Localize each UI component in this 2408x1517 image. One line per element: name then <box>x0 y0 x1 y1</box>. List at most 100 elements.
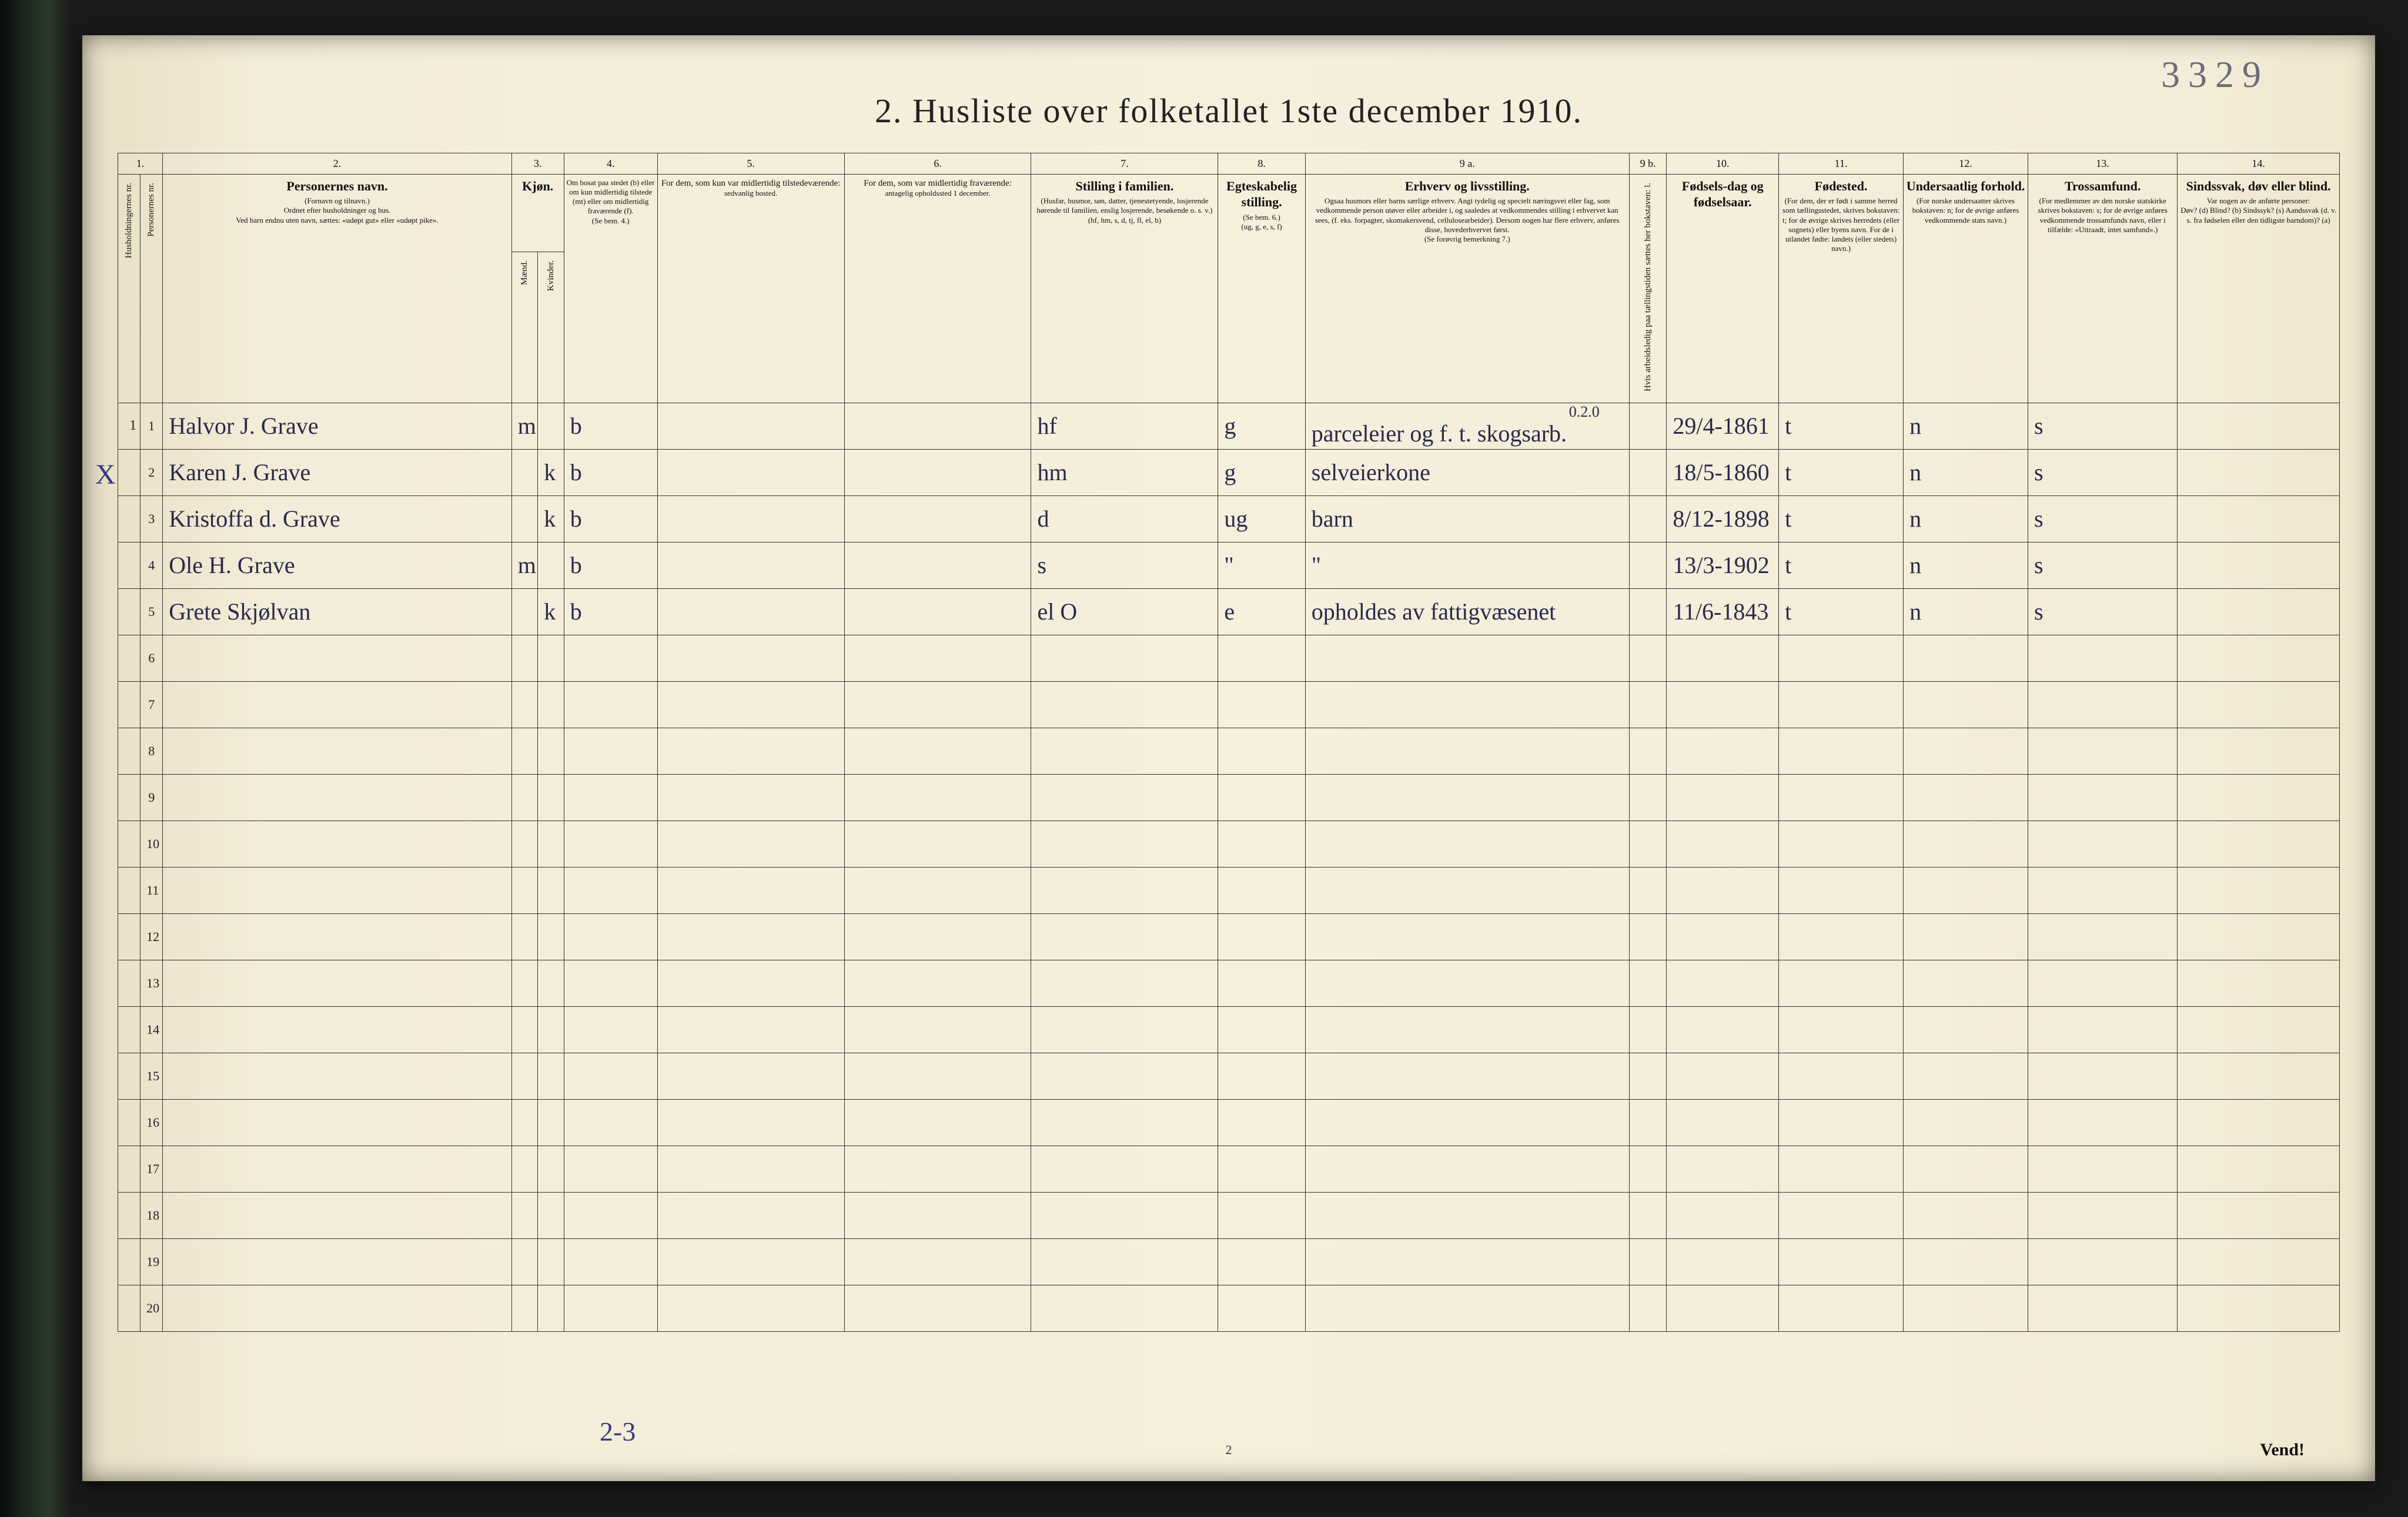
cell-birthdate: 29/4-1861 <box>1667 403 1779 449</box>
cell-empty <box>538 1285 564 1331</box>
hnum-2: 2. <box>163 153 511 175</box>
cell-empty <box>657 728 844 774</box>
col10-sub: Ogsaa husmors eller barns særlige erhver… <box>1308 196 1627 235</box>
cell-empty <box>163 821 511 867</box>
handwritten-page-number: 3329 <box>2161 53 2269 96</box>
cell-household-nr <box>118 821 141 867</box>
cell-empty <box>1031 1146 1218 1192</box>
cell-sex-k: k <box>538 495 564 542</box>
cell-person-nr: 18 <box>141 1192 163 1238</box>
cell-empty <box>1629 913 1667 960</box>
cell-empty <box>1305 728 1629 774</box>
cell-family-status: hm <box>1031 449 1218 495</box>
col12-header: Fødsels-dag og fødselsaar. <box>1667 174 1779 403</box>
cell-sex-m: m <box>511 542 538 588</box>
cell-empty <box>1779 1192 1904 1238</box>
col15-big: Trossamfund. <box>2031 178 2175 195</box>
cell-empty <box>2178 1099 2340 1146</box>
cell-empty <box>1904 1053 2028 1099</box>
cell-temp-present <box>657 542 844 588</box>
cell-unemployed <box>1629 542 1667 588</box>
cell-occupation: barn <box>1305 495 1629 542</box>
col11-label: Hvis arbeidsledig paa tællingstiden sætt… <box>1643 178 1654 396</box>
cell-name: Karen J. Grave <box>163 449 511 495</box>
cell-temp-absent <box>844 403 1031 449</box>
cell-temp-present <box>657 403 844 449</box>
cell-empty <box>1779 1053 1904 1099</box>
hnum-14: 14. <box>2178 153 2340 175</box>
cell-empty <box>538 1053 564 1099</box>
col12-big: Fødsels-dag og fødselsaar. <box>1669 178 1776 210</box>
cell-person-nr: 8 <box>141 728 163 774</box>
cell-empty <box>511 1146 538 1192</box>
cell-family-status: el O <box>1031 588 1218 635</box>
cell-empty <box>1629 681 1667 728</box>
cell-empty <box>1305 1192 1629 1238</box>
cell-empty <box>1031 681 1218 728</box>
cell-religion: s <box>2028 403 2178 449</box>
col9-header: Egteskabelig stilling. (Se bem. 6.) (ug,… <box>1218 174 1305 403</box>
cell-empty <box>1629 821 1667 867</box>
cell-empty <box>1218 913 1305 960</box>
cell-religion: s <box>2028 495 2178 542</box>
col5-header: Om bosat paa stedet (b) eller om kun mid… <box>564 174 657 403</box>
cell-empty <box>511 867 538 913</box>
table-row: 9 <box>118 774 2340 821</box>
cell-empty <box>1218 728 1305 774</box>
cell-person-nr: 1 <box>141 403 163 449</box>
cell-empty <box>1667 681 1779 728</box>
cell-empty <box>1305 821 1629 867</box>
hnum-7: 7. <box>1031 153 1218 175</box>
col6-header: For dem, som kun var midlertidig tilsted… <box>657 174 844 403</box>
cell-empty <box>657 1053 844 1099</box>
cell-sex-m <box>511 588 538 635</box>
header-label-row: Husholdningernes nr. Personernes nr. Per… <box>118 174 2340 252</box>
cell-empty <box>163 774 511 821</box>
cell-empty <box>163 1099 511 1146</box>
cell-empty <box>1904 1238 2028 1285</box>
cell-empty <box>1031 635 1218 681</box>
col4-k-label: Kvinder. <box>546 256 557 296</box>
header-number-row: 1. 2. 3. 4. 5. 6. 7. 8. 9 a. 9 b. 10. 11… <box>118 153 2340 175</box>
col8-sub: (Husfar, husmor, søn, datter, tjenestety… <box>1034 196 1215 216</box>
cell-empty <box>2028 681 2178 728</box>
col13-big: Fødested. <box>1781 178 1901 195</box>
cell-empty <box>564 960 657 1006</box>
cell-empty <box>1305 960 1629 1006</box>
cell-empty <box>538 1146 564 1192</box>
table-row: 6 <box>118 635 2340 681</box>
cell-empty <box>1305 867 1629 913</box>
cell-empty <box>564 728 657 774</box>
cell-empty <box>844 774 1031 821</box>
cell-occupation: selveierkone <box>1305 449 1629 495</box>
cell-empty <box>538 1006 564 1053</box>
cell-empty <box>2178 1285 2340 1331</box>
cell-empty <box>1305 1238 1629 1285</box>
cell-empty <box>1031 867 1218 913</box>
cell-empty <box>163 728 511 774</box>
cell-person-nr: 6 <box>141 635 163 681</box>
cell-empty <box>1218 635 1305 681</box>
cell-empty <box>844 1238 1031 1285</box>
cell-empty <box>1305 635 1629 681</box>
cell-sex-m <box>511 495 538 542</box>
hnum-6: 6. <box>844 153 1031 175</box>
cell-disability <box>2178 542 2340 588</box>
cell-empty <box>1779 1238 1904 1285</box>
cell-empty <box>1218 1192 1305 1238</box>
cell-person-nr: 20 <box>141 1285 163 1331</box>
cell-empty <box>1031 960 1218 1006</box>
cell-empty <box>657 1192 844 1238</box>
cell-empty <box>511 774 538 821</box>
cell-empty <box>1667 821 1779 867</box>
cell-empty <box>657 913 844 960</box>
cell-empty <box>2028 1146 2178 1192</box>
cell-empty <box>511 1099 538 1146</box>
cell-empty <box>511 960 538 1006</box>
cell-residence: b <box>564 542 657 588</box>
cell-empty <box>1667 960 1779 1006</box>
hnum-3: 3. <box>511 153 564 175</box>
cell-person-nr: 12 <box>141 913 163 960</box>
cell-empty <box>657 681 844 728</box>
cell-person-nr: 15 <box>141 1053 163 1099</box>
